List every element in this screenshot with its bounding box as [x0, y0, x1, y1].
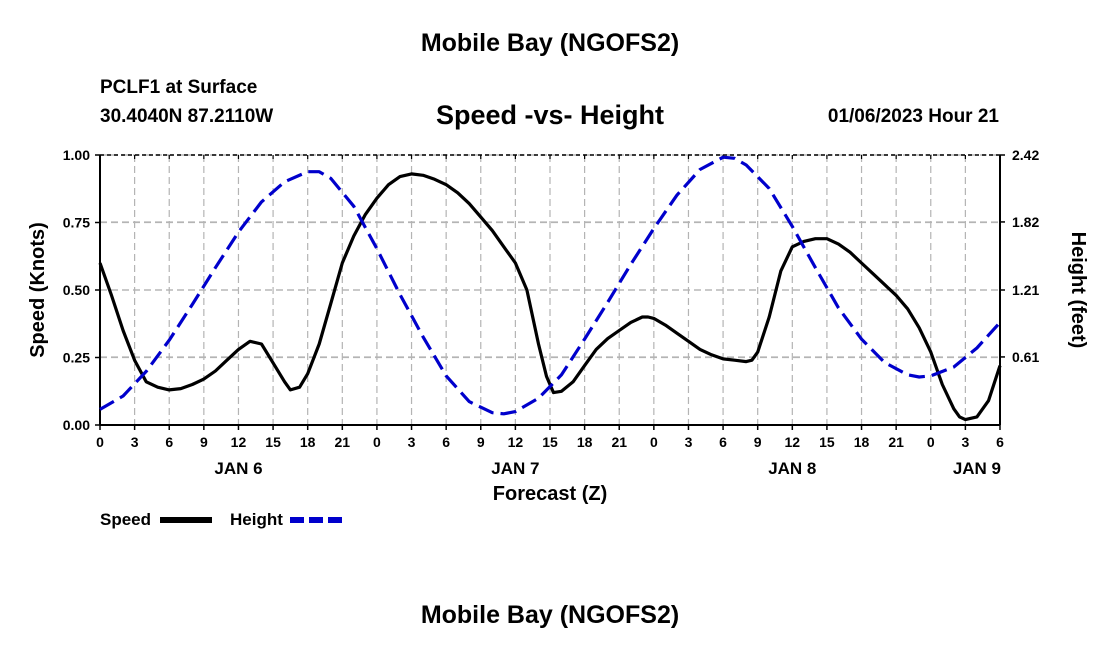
x-tick-label: 0 [96, 434, 104, 450]
x-tick-label: 15 [265, 434, 281, 450]
legend-label-height: Height [230, 510, 283, 529]
y2-tick-label: 2.42 [1012, 147, 1039, 163]
x-tick-label: 3 [685, 434, 693, 450]
x-date-label: JAN 8 [768, 459, 816, 478]
legend: Speed Height [100, 510, 342, 529]
station-label: PCLF1 at Surface [100, 77, 258, 98]
chart-subtitle: Speed -vs- Height [435, 100, 665, 130]
forecast-timestamp: 01/06/2023 Hour 21 [827, 106, 999, 127]
x-tick-label: 9 [754, 434, 762, 450]
y-tick-label: 0.75 [63, 215, 90, 231]
series-line-height [99, 155, 1002, 416]
x-tick-label: 21 [335, 434, 351, 450]
x-tick-label: 12 [508, 434, 524, 450]
x-axis-title: Forecast (Z) [493, 483, 607, 505]
x-tick-label: 3 [961, 434, 969, 450]
x-date-label: JAN 6 [214, 459, 262, 478]
y-tick-label: 0.25 [63, 350, 90, 366]
x-tick-label: 0 [650, 434, 658, 450]
x-tick-label: 15 [542, 434, 558, 450]
series-line-speed [98, 172, 1002, 422]
x-tick-label: 6 [719, 434, 727, 450]
x-tick-label: 12 [785, 434, 801, 450]
y-tick-label: 0.50 [63, 282, 90, 298]
legend-label-speed: Speed [100, 510, 151, 529]
y-axis-title: Speed (Knots) [27, 222, 49, 358]
chart-axes: 0 3 6 9 12 15 18 21 0 3 6 9 12 15 18 21 0 3 6 9 12 15 18 21 0 3 6 J… [63, 147, 1040, 478]
station-coordinates: 30.4040N 87.2110W [100, 106, 274, 127]
chart-main-title: Mobile Bay (NGOFS2) [420, 29, 680, 57]
x-tick-label: 0 [373, 434, 381, 450]
x-tick-label: 6 [442, 434, 450, 450]
y-tick-label: 1.00 [63, 147, 90, 163]
x-tick-label: 18 [300, 434, 316, 450]
x-date-label: JAN 9 [953, 459, 1001, 478]
x-tick-label: 0 [927, 434, 935, 450]
x-tick-label: 9 [200, 434, 208, 450]
x-tick-label: 3 [408, 434, 416, 450]
x-tick-label: 3 [131, 434, 139, 450]
footer-title: Mobile Bay (NGOFS2) [420, 601, 680, 629]
x-tick-label: 6 [165, 434, 173, 450]
y2-tick-label: 1.21 [1012, 282, 1039, 298]
y2-tick-label: 0.61 [1012, 349, 1039, 365]
x-tick-label: 15 [819, 434, 835, 450]
y-tick-label: 0.00 [63, 417, 90, 433]
axis-labels: Forecast (Z) Speed (Knots) Height (feet) [27, 222, 1089, 505]
x-tick-label: 6 [996, 434, 1004, 450]
y2-axis-title: Height (feet) [1067, 232, 1089, 349]
x-tick-label: 21 [611, 434, 627, 450]
x-tick-label: 18 [854, 434, 870, 450]
x-tick-label: 21 [888, 434, 904, 450]
data-series [98, 155, 1002, 422]
y2-tick-label: 1.82 [1012, 214, 1039, 230]
x-tick-label: 12 [231, 434, 247, 450]
x-date-label: JAN 7 [491, 459, 539, 478]
x-tick-label: 9 [477, 434, 485, 450]
x-tick-label: 18 [577, 434, 593, 450]
